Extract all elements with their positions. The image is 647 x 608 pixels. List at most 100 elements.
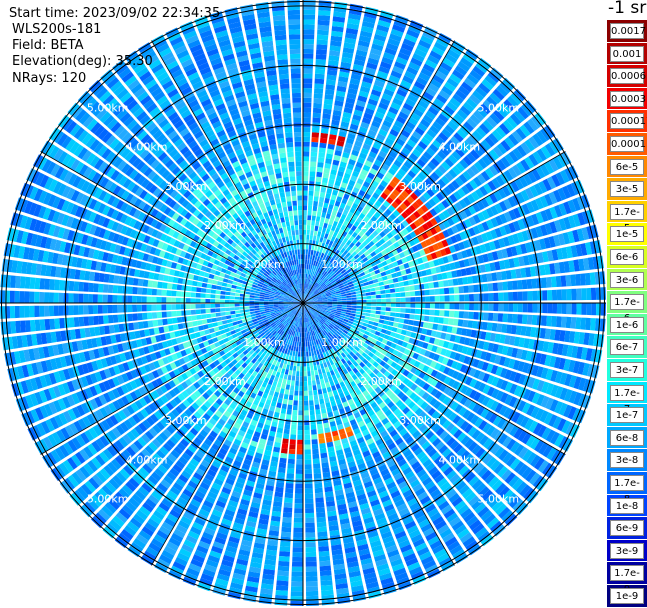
range-bin bbox=[388, 279, 394, 284]
range-bin bbox=[280, 546, 291, 552]
range-bin bbox=[304, 396, 308, 401]
range-bin bbox=[297, 445, 303, 450]
range-bin bbox=[464, 303, 469, 310]
range-bin bbox=[286, 414, 291, 419]
range-bin bbox=[299, 342, 301, 347]
range-bin bbox=[298, 410, 303, 415]
range-bin bbox=[425, 296, 430, 301]
range-bin bbox=[297, 450, 303, 455]
range-bin bbox=[562, 303, 567, 314]
range-bin bbox=[449, 295, 454, 301]
range-bin bbox=[277, 428, 283, 434]
range-bin bbox=[304, 420, 309, 425]
range-bin bbox=[370, 288, 375, 292]
range-bin bbox=[314, 88, 323, 94]
range-bin bbox=[306, 601, 319, 606]
range-bin bbox=[281, 448, 288, 454]
range-bin bbox=[551, 276, 557, 287]
range-bin bbox=[280, 541, 291, 547]
range-bin bbox=[315, 221, 319, 226]
range-bin bbox=[313, 463, 320, 468]
range-bin bbox=[297, 337, 299, 342]
range-bin bbox=[319, 394, 324, 400]
range-bin bbox=[503, 292, 508, 301]
range-bin bbox=[410, 297, 415, 302]
range-bin bbox=[311, 142, 318, 147]
range-bin bbox=[369, 317, 374, 321]
range-bin bbox=[342, 307, 347, 309]
range-bin bbox=[303, 39, 314, 44]
range-bin bbox=[323, 238, 327, 244]
range-bin bbox=[383, 280, 389, 285]
range-bin bbox=[303, 210, 307, 215]
range-bin bbox=[305, 489, 313, 494]
range-bin bbox=[290, 385, 294, 390]
range-bin bbox=[315, 497, 324, 503]
range-bin bbox=[316, 49, 327, 55]
range-bin bbox=[317, 522, 327, 528]
range-bin bbox=[474, 303, 479, 310]
range-bin bbox=[310, 420, 315, 425]
range-bin bbox=[289, 390, 293, 395]
range-bin bbox=[346, 295, 351, 298]
range-bin bbox=[296, 376, 300, 381]
range-bin bbox=[277, 571, 289, 577]
range-bin bbox=[346, 293, 351, 296]
range-bin bbox=[297, 440, 303, 445]
range-bin bbox=[294, 508, 303, 513]
range-bin bbox=[278, 378, 283, 384]
range-bin bbox=[297, 454, 304, 459]
range-bin bbox=[408, 280, 414, 286]
range-bin bbox=[285, 389, 290, 395]
range-bin bbox=[318, 157, 325, 163]
range-bin bbox=[303, 98, 312, 103]
range-bin bbox=[313, 113, 321, 118]
range-bin bbox=[557, 289, 562, 300]
range-bin bbox=[406, 303, 411, 308]
range-bin bbox=[317, 419, 323, 425]
range-bin bbox=[311, 351, 314, 356]
range-bin bbox=[487, 322, 493, 330]
range-bin bbox=[320, 363, 324, 369]
range-bin bbox=[311, 429, 317, 434]
range-bin bbox=[507, 281, 513, 290]
range-bin bbox=[394, 318, 400, 323]
range-bin bbox=[304, 430, 310, 435]
range-bin bbox=[321, 590, 334, 596]
range-bin bbox=[418, 321, 424, 327]
range-bin bbox=[391, 293, 396, 297]
range-bin bbox=[298, 420, 303, 425]
range-bin bbox=[404, 286, 409, 291]
range-bin bbox=[314, 191, 319, 196]
range-bin bbox=[286, 473, 294, 478]
range-bin bbox=[283, 399, 288, 405]
range-bin bbox=[303, 342, 305, 347]
range-bin bbox=[396, 303, 401, 307]
range-bin bbox=[463, 286, 468, 293]
range-bin bbox=[379, 282, 385, 286]
range-bin bbox=[366, 306, 371, 309]
range-bin bbox=[378, 323, 384, 328]
range-bin bbox=[303, 15, 315, 20]
range-bin bbox=[322, 178, 328, 184]
range-bin bbox=[317, 211, 322, 217]
range-bin bbox=[356, 309, 361, 312]
range-bin bbox=[319, 197, 324, 203]
range-bin bbox=[292, 562, 303, 567]
range-bin bbox=[309, 405, 314, 410]
range-bin bbox=[459, 295, 464, 302]
range-bin bbox=[325, 382, 330, 388]
range-bin bbox=[313, 108, 321, 113]
range-bin bbox=[293, 400, 298, 405]
range-bin bbox=[308, 196, 313, 201]
range-bin bbox=[316, 54, 327, 60]
range-bin bbox=[315, 355, 319, 360]
range-bin bbox=[518, 303, 523, 312]
range-bin bbox=[351, 308, 356, 311]
range-bin bbox=[281, 384, 286, 390]
range-bin bbox=[356, 294, 361, 297]
range-bin bbox=[314, 483, 322, 489]
range-bin bbox=[308, 201, 313, 206]
range-bin bbox=[305, 464, 312, 469]
range-bin bbox=[305, 449, 311, 454]
